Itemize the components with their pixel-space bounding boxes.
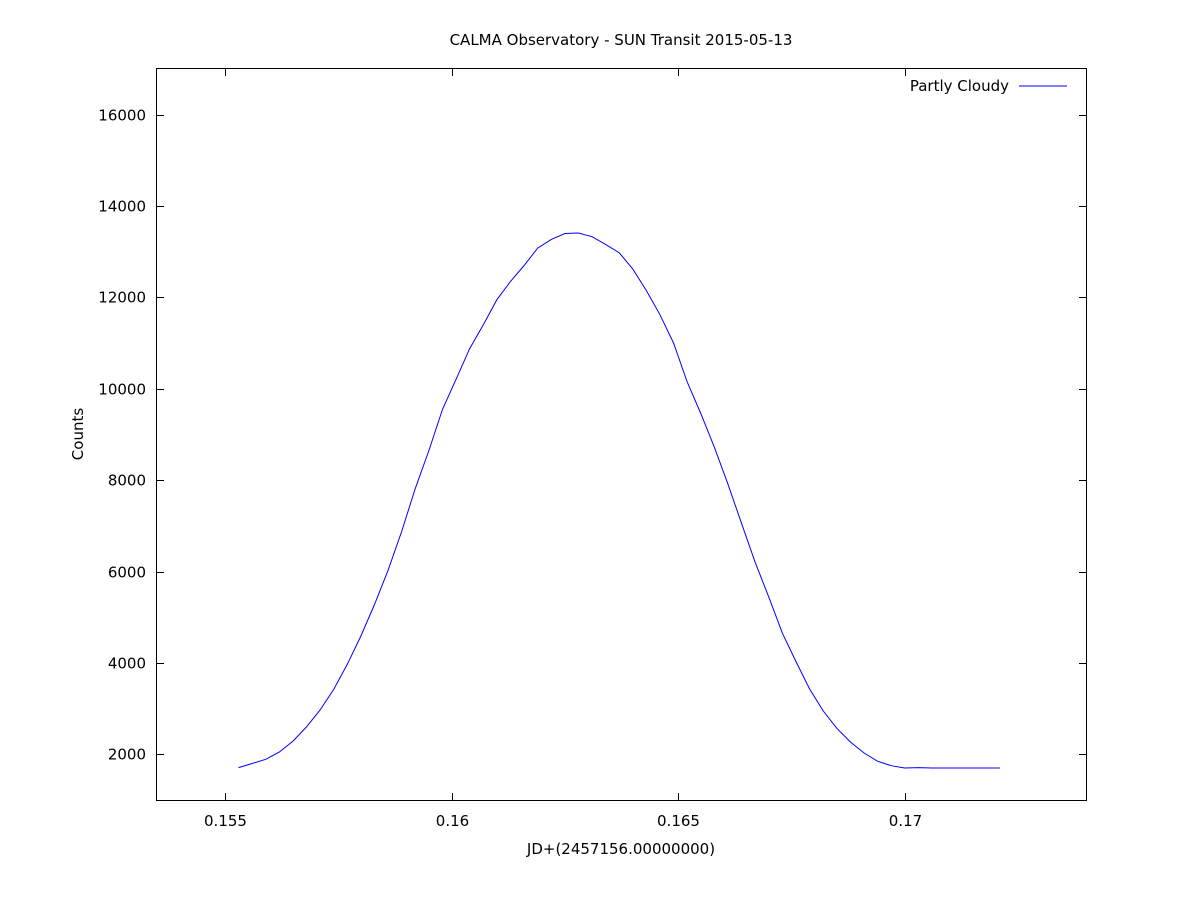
legend: Partly Cloudy <box>910 77 1067 95</box>
x-tick-label: 0.16 <box>436 812 469 830</box>
y-tick-label: 2000 <box>108 746 146 764</box>
x-axis-title: JD+(2457156.00000000) <box>526 840 715 858</box>
x-tick-label: 0.155 <box>204 812 247 830</box>
series-layer <box>238 232 1000 769</box>
y-tick-label: 16000 <box>98 107 146 125</box>
legend-label: Partly Cloudy <box>910 77 1009 95</box>
y-tick-label: 14000 <box>98 198 146 216</box>
y-tick-label: 6000 <box>108 564 146 582</box>
x-tick-label: 0.165 <box>657 812 700 830</box>
y-tick-label: 10000 <box>98 381 146 399</box>
x-tick-label: 0.17 <box>889 812 922 830</box>
plot-frame <box>156 68 1087 801</box>
y-tick-label: 12000 <box>98 289 146 307</box>
chart-title: CALMA Observatory - SUN Transit 2015-05-… <box>450 31 793 49</box>
ticks-layer: 0.155 0.16 0.165 0.17 2000 4000 6000 8000 10000 1… <box>98 69 1086 830</box>
y-tick-label: 8000 <box>108 472 146 490</box>
y-tick-label: 4000 <box>108 655 146 673</box>
series-line <box>238 232 1000 769</box>
y-axis-title: Counts <box>69 408 87 461</box>
